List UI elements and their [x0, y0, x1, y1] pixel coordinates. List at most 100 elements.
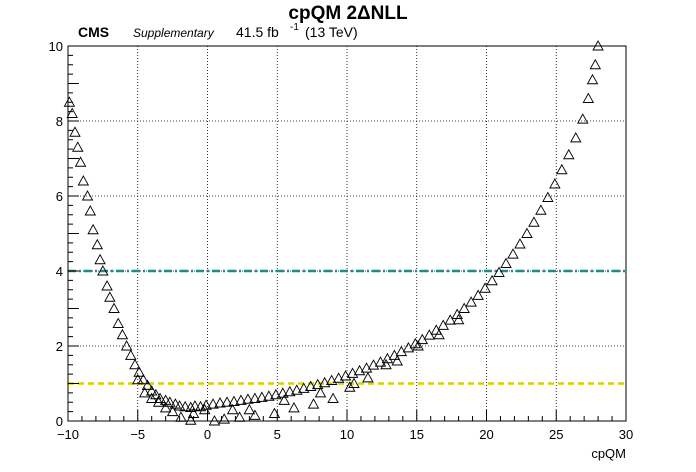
- data-point: [141, 379, 154, 390]
- data-point: [228, 395, 240, 406]
- data-point: [200, 399, 212, 410]
- grid: [68, 46, 626, 421]
- x-tick-label: 25: [549, 427, 563, 442]
- data-point: [521, 227, 533, 238]
- data-point: [353, 364, 366, 376]
- data-point: [570, 131, 582, 143]
- data-point: [243, 403, 256, 415]
- reference-lines: [68, 269, 626, 385]
- data-point: [145, 385, 158, 396]
- data-point: [84, 205, 97, 216]
- data-point: [278, 394, 290, 405]
- data-point: [133, 366, 145, 377]
- data-point: [528, 216, 540, 227]
- data-point: [159, 401, 172, 413]
- data-point: [325, 374, 338, 385]
- data-point: [576, 113, 589, 124]
- data-point: [164, 396, 176, 407]
- data-point: [116, 328, 129, 340]
- data-point: [256, 391, 268, 402]
- data-point: [493, 266, 505, 277]
- data-point: [87, 223, 99, 235]
- data-point: [263, 390, 275, 401]
- energy-label: (13 TeV): [305, 24, 358, 40]
- data-point: [500, 257, 512, 268]
- data-point: [125, 349, 137, 360]
- data-point: [108, 302, 120, 313]
- data-point: [249, 392, 261, 403]
- data-point: [288, 401, 300, 413]
- axis-ticks: −10 −5 0 5 10 15 20 25 30 0 2 4 6 8 10: [49, 39, 634, 442]
- data-point: [154, 392, 166, 403]
- data-point: [395, 345, 408, 357]
- data-point: [586, 73, 599, 85]
- data-point: [97, 265, 109, 276]
- data-point: [137, 373, 150, 385]
- y-tick-label: 2: [56, 339, 63, 354]
- data-point: [179, 400, 191, 412]
- data-point: [284, 385, 296, 397]
- experiment-label: CMS: [78, 24, 109, 40]
- data-point: [268, 407, 281, 418]
- data-point: [129, 358, 141, 370]
- data-point: [589, 58, 602, 70]
- data-point: [242, 393, 254, 404]
- x-tick-label: 15: [410, 427, 424, 442]
- x-tick-label: 5: [274, 427, 281, 442]
- data-point: [437, 319, 450, 330]
- data-point: [327, 392, 339, 403]
- data-point: [138, 386, 151, 398]
- data-points: [63, 40, 604, 426]
- data-point: [207, 398, 219, 409]
- data-point: [542, 191, 554, 202]
- data-point: [77, 175, 90, 186]
- chart-title: cpQM 2ΔNLL: [288, 3, 408, 24]
- data-point: [226, 403, 239, 415]
- data-point: [444, 314, 456, 325]
- data-point: [91, 238, 104, 250]
- data-point: [249, 409, 261, 420]
- data-point: [348, 377, 360, 388]
- y-tick-label: 4: [56, 264, 63, 279]
- x-tick-label: 0: [204, 427, 211, 442]
- data-point: [374, 356, 387, 367]
- data-point: [198, 403, 211, 415]
- data-point: [346, 367, 359, 378]
- data-point: [479, 282, 491, 293]
- data-point: [189, 400, 201, 411]
- data-point: [380, 358, 392, 370]
- data-point: [104, 291, 116, 302]
- data-point: [535, 204, 547, 215]
- data-point: [311, 378, 324, 390]
- data-point: [81, 190, 94, 201]
- data-point: [235, 394, 247, 405]
- data-point: [297, 382, 310, 393]
- x-tick-label: 10: [340, 427, 354, 442]
- data-point: [549, 178, 561, 189]
- data-point: [307, 398, 320, 409]
- data-point: [173, 400, 186, 411]
- data-point: [507, 248, 519, 259]
- data-point: [94, 253, 106, 265]
- data-point: [360, 362, 373, 373]
- status-label: Supplementary: [133, 26, 215, 40]
- data-point: [221, 396, 233, 407]
- x-tick-label: −10: [57, 427, 79, 442]
- data-point: [184, 414, 197, 425]
- data-point: [486, 274, 498, 286]
- x-tick-label: 20: [479, 427, 493, 442]
- data-point: [458, 302, 470, 313]
- data-point: [556, 163, 568, 175]
- data-point: [112, 317, 124, 328]
- lumi-label: 41.5 fb: [236, 24, 279, 40]
- data-point: [367, 359, 380, 370]
- y-tick-label: 10: [49, 39, 63, 54]
- data-point: [72, 141, 84, 152]
- x-axis-label: cpQM: [591, 446, 626, 461]
- data-point: [175, 411, 187, 422]
- data-point: [465, 296, 477, 307]
- data-point: [145, 392, 158, 403]
- data-point: [362, 371, 374, 383]
- data-point: [270, 388, 282, 400]
- data-point: [150, 388, 162, 400]
